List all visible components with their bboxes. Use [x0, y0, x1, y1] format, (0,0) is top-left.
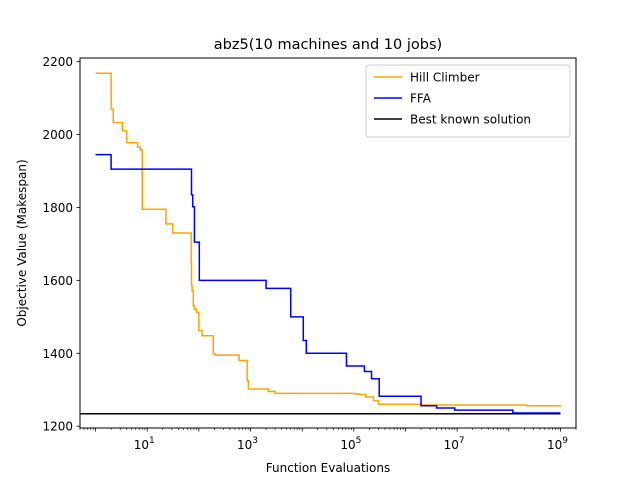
y-tick-label: 2000: [42, 128, 73, 142]
chart-title: abz5(10 machines and 10 jobs): [214, 37, 442, 53]
x-tick-label: 103: [237, 436, 258, 452]
y-tick-label: 2200: [42, 55, 73, 69]
legend: Hill Climber FFA Best known solution: [365, 64, 571, 138]
y-axis-label: Objective Value (Makespan): [15, 159, 29, 326]
legend-label: Best known solution: [410, 113, 531, 127]
y-axis-ticks: 1200 1400 1600 1800 2000 2200: [42, 55, 80, 434]
legend-label: FFA: [410, 92, 432, 106]
series-layer: [80, 72, 562, 415]
x-tick-label: 105: [340, 436, 361, 452]
legend-label: Hill Climber: [410, 71, 480, 85]
series-line-0: [95, 72, 562, 407]
x-axis-label: Function Evaluations: [266, 461, 390, 475]
x-tick-label: 109: [547, 436, 568, 452]
plot-frame: [79, 57, 577, 429]
y-tick-label: 1800: [42, 201, 73, 215]
y-tick-label: 1600: [42, 274, 73, 288]
y-tick-label: 1400: [42, 347, 73, 361]
x-axis-ticks: 101 103 105 107 109: [79, 428, 577, 452]
x-tick-label: 101: [134, 436, 155, 452]
x-tick-label: 107: [444, 436, 465, 452]
series-line-1: [95, 153, 561, 414]
y-tick-label: 1200: [42, 420, 73, 434]
legend-box: [365, 64, 571, 138]
